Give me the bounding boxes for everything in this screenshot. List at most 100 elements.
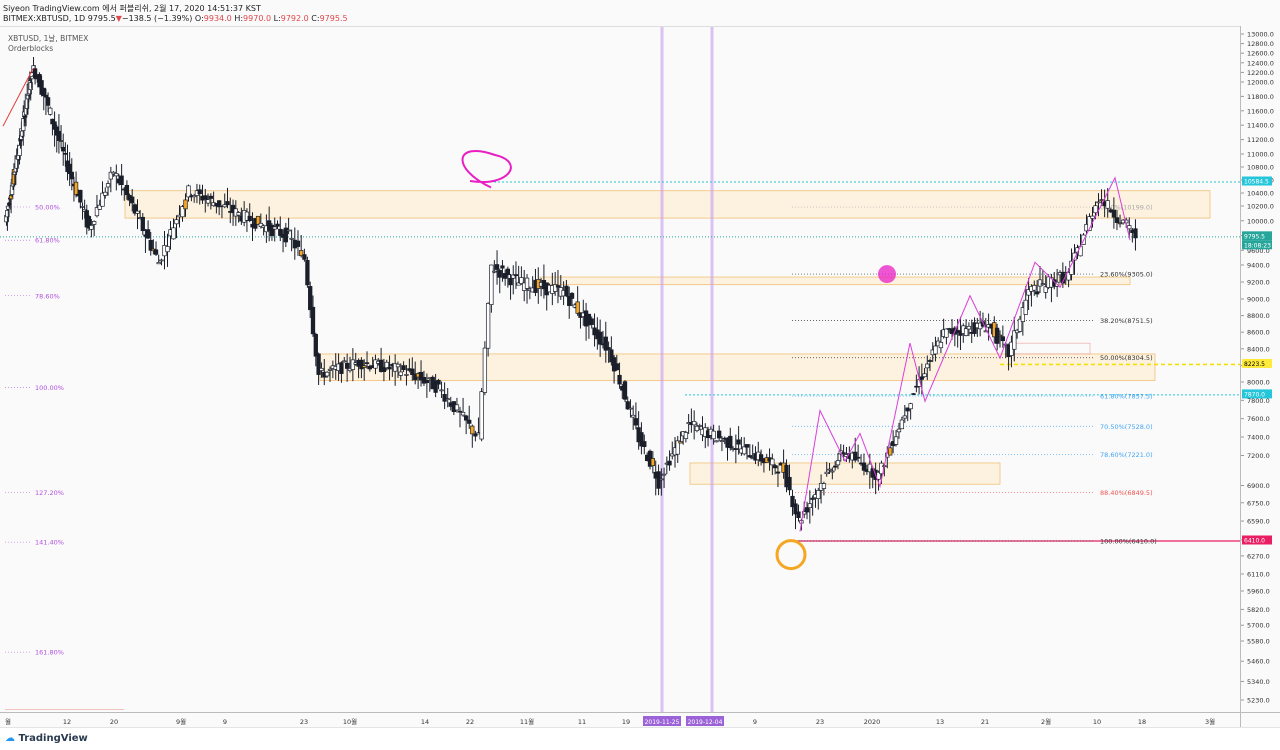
candle bbox=[275, 223, 280, 227]
candle bbox=[639, 432, 644, 447]
candle bbox=[479, 391, 484, 440]
candle bbox=[804, 507, 810, 513]
time-tick-label: 월 bbox=[5, 717, 11, 726]
candle bbox=[784, 464, 789, 488]
time-tick-label: 23 bbox=[300, 718, 308, 726]
price-axis[interactable]: 13000.0 12800.0 12600.0 12400.0 12200.0 12000… bbox=[1240, 26, 1280, 712]
candle bbox=[692, 421, 697, 426]
candle bbox=[628, 407, 633, 410]
date-tag bbox=[686, 716, 724, 726]
candle bbox=[319, 367, 324, 371]
candle bbox=[810, 497, 815, 500]
time-tick-label: 9 bbox=[223, 718, 227, 726]
candle bbox=[100, 192, 105, 207]
candle bbox=[457, 410, 463, 413]
candle bbox=[454, 404, 460, 411]
candle bbox=[119, 175, 124, 186]
time-tick-label: 2월 bbox=[1041, 717, 1051, 726]
fib-right-label: 0.00%(10199.0) bbox=[1100, 204, 1153, 212]
fib-right-label: 70.50%(7528.0) bbox=[1100, 423, 1153, 431]
candle bbox=[22, 115, 28, 118]
candle bbox=[1087, 216, 1092, 231]
candle bbox=[247, 215, 252, 222]
candle bbox=[787, 476, 792, 491]
candle bbox=[1034, 291, 1040, 295]
candle bbox=[159, 259, 164, 262]
candle bbox=[1099, 199, 1104, 202]
price-tick-label: 6900.0 bbox=[1247, 482, 1270, 490]
candle bbox=[603, 336, 608, 351]
candle bbox=[135, 210, 140, 214]
candle bbox=[1133, 228, 1138, 239]
candle bbox=[6, 205, 11, 210]
candle bbox=[835, 460, 841, 466]
candle bbox=[744, 444, 750, 448]
price-tag-label: 18:08:23 bbox=[1244, 242, 1271, 249]
price-tick-label: 10800.0 bbox=[1247, 164, 1274, 172]
candle bbox=[1040, 283, 1046, 286]
candle bbox=[564, 285, 569, 297]
candle bbox=[1090, 215, 1095, 219]
price-tick-label: 12600.0 bbox=[1247, 50, 1274, 58]
time-axis[interactable]: 월 12 20 9월 9 23 10월 14 22 11월 11 19 2019-11-25 2019-1… bbox=[0, 712, 1240, 727]
time-tick-label: 21 bbox=[981, 718, 989, 726]
tradingview-logo: ☁ TradingView bbox=[5, 733, 88, 744]
price-tick-label: 8400.0 bbox=[1247, 345, 1270, 353]
cloud-icon: ☁ bbox=[5, 733, 15, 744]
candle bbox=[1023, 299, 1028, 315]
price-tick-label: 5960.0 bbox=[1247, 588, 1270, 596]
candle bbox=[736, 439, 741, 445]
candle bbox=[183, 199, 188, 210]
candle bbox=[145, 229, 151, 239]
candle bbox=[1096, 201, 1101, 204]
candle bbox=[888, 447, 893, 456]
orderblock-zone bbox=[1009, 342, 1091, 355]
candle bbox=[503, 273, 508, 279]
candle bbox=[614, 363, 619, 371]
candle bbox=[569, 292, 575, 299]
candle bbox=[879, 462, 884, 475]
candle bbox=[124, 184, 130, 196]
legend-indicator: Orderblocks bbox=[8, 44, 54, 53]
candle bbox=[513, 274, 519, 277]
time-tick-label: 9월 bbox=[176, 717, 186, 726]
candle bbox=[944, 328, 949, 338]
time-tick-label: 14 bbox=[421, 718, 429, 726]
candle bbox=[153, 249, 159, 255]
candle bbox=[908, 403, 913, 410]
candle bbox=[108, 171, 113, 180]
price-tag bbox=[1242, 176, 1272, 186]
candle bbox=[516, 282, 521, 286]
open-label: O: bbox=[194, 14, 204, 23]
candle bbox=[714, 440, 719, 443]
candle bbox=[197, 189, 202, 195]
date-tag-label: 2019-11-25 bbox=[645, 719, 680, 726]
price-tick-label: 12000.0 bbox=[1247, 79, 1274, 87]
candle bbox=[208, 195, 213, 199]
candle bbox=[1127, 225, 1132, 230]
candle bbox=[28, 82, 33, 90]
candle bbox=[773, 465, 778, 469]
fib-left-label: 161.80% bbox=[35, 649, 64, 657]
candle bbox=[622, 381, 628, 400]
candle bbox=[58, 140, 64, 142]
candle bbox=[313, 333, 318, 357]
plot-area[interactable]: 23.60%(9305.0) 38.20%(8751.5) 50.00%(8304.… bbox=[0, 26, 1240, 724]
candle bbox=[470, 425, 475, 435]
candle bbox=[103, 191, 108, 196]
price-tick-label: 6110.0 bbox=[1247, 571, 1270, 579]
candle bbox=[553, 284, 558, 292]
price-chart[interactable]: 23.60%(9305.0) 38.20%(8751.5) 50.00%(8304.… bbox=[0, 27, 1240, 724]
candle bbox=[733, 448, 738, 450]
candle bbox=[497, 270, 502, 278]
candle bbox=[963, 328, 969, 336]
candle bbox=[500, 265, 505, 269]
candle bbox=[925, 363, 930, 369]
candle bbox=[165, 246, 170, 253]
candle bbox=[927, 360, 933, 362]
candle bbox=[824, 471, 829, 475]
time-tick-label: 22 bbox=[466, 718, 474, 726]
candle bbox=[364, 362, 370, 364]
time-tick-label: 11 bbox=[578, 718, 586, 726]
